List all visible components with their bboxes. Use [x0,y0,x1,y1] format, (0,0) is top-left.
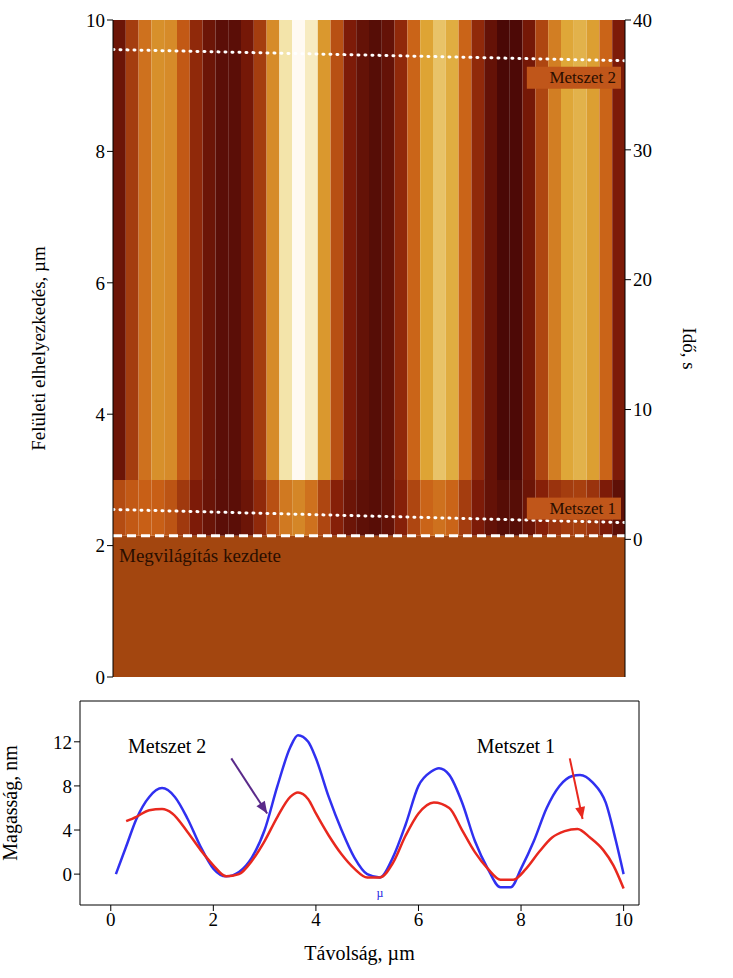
svg-text:10: 10 [86,10,105,31]
svg-text:4: 4 [63,820,73,841]
svg-text:10: 10 [614,909,633,930]
svg-text:Megvilágítás kezdete: Megvilágítás kezdete [119,545,281,566]
svg-text:8: 8 [96,141,106,162]
svg-text:0: 0 [96,667,106,688]
svg-text:Metszet 2: Metszet 2 [549,68,616,87]
svg-text:2: 2 [209,909,219,930]
svg-text:Magasság, nm: Magasság, nm [0,745,22,861]
svg-text:2: 2 [96,535,106,556]
svg-text:Idő, s: Idő, s [679,327,700,369]
svg-text:4: 4 [96,404,106,425]
svg-text:8: 8 [516,909,526,930]
svg-text:Metszet 2: Metszet 2 [128,735,206,757]
svg-text:40: 40 [633,10,652,31]
svg-text:30: 30 [633,140,652,161]
svg-text:0: 0 [106,909,116,930]
svg-text:10: 10 [633,399,652,420]
svg-text:6: 6 [414,909,424,930]
svg-text:0: 0 [63,864,73,885]
svg-text:0: 0 [633,529,643,550]
svg-text:µ: µ [377,886,384,900]
svg-text:12: 12 [53,732,72,753]
svg-text:6: 6 [96,273,106,294]
svg-text:Távolság, µm: Távolság, µm [304,942,415,965]
svg-text:20: 20 [633,269,652,290]
svg-text:Metszet 1: Metszet 1 [549,499,616,518]
svg-text:Felületi elhelyezkedés, µm: Felületi elhelyezkedés, µm [28,246,49,451]
svg-text:4: 4 [311,909,321,930]
svg-text:Metszet 1: Metszet 1 [477,735,555,757]
svg-text:8: 8 [63,776,73,797]
